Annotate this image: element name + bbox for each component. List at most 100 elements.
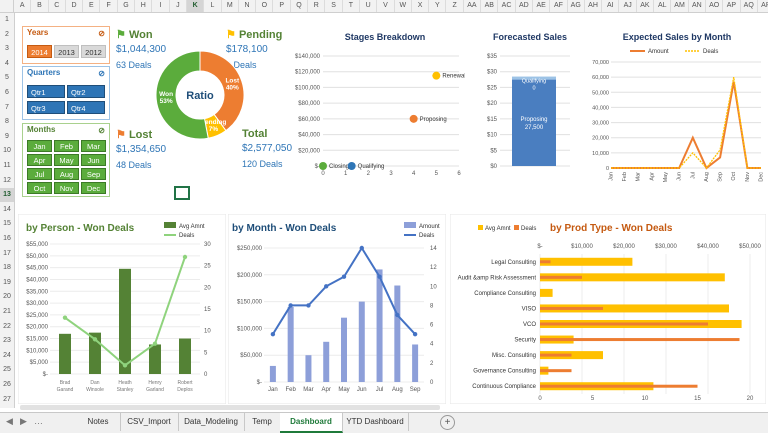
bar-avg-amnt[interactable]	[540, 273, 725, 282]
column-header-p[interactable]: P	[274, 0, 291, 12]
selected-cell[interactable]	[174, 186, 190, 200]
row-header-13[interactable]: 13	[0, 188, 14, 203]
deal-point[interactable]	[62, 315, 68, 320]
year-button-2012[interactable]: 2012	[81, 45, 106, 58]
column-header-ae[interactable]: AE	[533, 0, 551, 12]
stages-breakdown-chart[interactable]: Stages Breakdown $140,000 $120,000 $100,000…	[285, 26, 465, 186]
deal-point[interactable]	[270, 331, 276, 337]
forecasted-sales-chart[interactable]: Forecasted Sales $35 $30 $25 $20 $15 $10 $5 $0 Pr…	[470, 26, 580, 186]
row-header-18[interactable]: 18	[3, 264, 11, 272]
column-header-an[interactable]: AN	[689, 0, 706, 12]
bar-deals[interactable]	[540, 260, 551, 264]
row-header-17[interactable]: 17	[3, 249, 11, 257]
bar-amount[interactable]	[323, 341, 330, 382]
row-header-25[interactable]: 25	[3, 366, 11, 374]
bar-amount[interactable]	[269, 365, 276, 382]
column-header-ad[interactable]: AD	[516, 0, 533, 12]
tab-nav-next-icon[interactable]: ▶	[20, 416, 27, 426]
row-header-12[interactable]: 12	[3, 176, 11, 184]
row-header-4[interactable]: 4	[5, 59, 9, 67]
column-header-n[interactable]: N	[239, 0, 257, 12]
deal-point[interactable]	[182, 254, 188, 260]
row-header-19[interactable]: 19	[3, 278, 11, 286]
column-header-af[interactable]: AF	[550, 0, 568, 12]
horizontal-scrollbar[interactable]	[20, 405, 440, 410]
deal-point[interactable]	[359, 245, 364, 251]
row-header-10[interactable]: 10	[3, 147, 11, 155]
row-header-27[interactable]: 27	[3, 395, 11, 403]
month-button-jul[interactable]: Jul	[27, 168, 52, 180]
by-person-won-deals-chart[interactable]: by Person - Won Deals Avg Amnt Deals $55,00…	[18, 214, 226, 404]
filter-clear-icon[interactable]: ⊘	[98, 29, 105, 38]
sheet-tab-notes[interactable]: Notes	[76, 413, 121, 431]
row-header-6[interactable]: 6	[5, 89, 9, 96]
row-header-22[interactable]: 22	[3, 322, 11, 330]
column-header-aa[interactable]: AA	[464, 0, 482, 12]
row-header-21[interactable]: 21	[3, 308, 11, 315]
column-header-ab[interactable]: AB	[481, 0, 499, 12]
ratio-slice-lost[interactable]	[199, 50, 245, 132]
deal-point[interactable]	[412, 331, 418, 337]
column-header-r[interactable]: R	[308, 0, 326, 12]
row-header-1[interactable]: 1	[5, 16, 9, 23]
bar-amount[interactable]	[358, 301, 365, 382]
row-header-7[interactable]: 7	[5, 103, 9, 111]
quarter-button-qtr3[interactable]: Qtr3	[27, 101, 65, 114]
bar-amount[interactable]	[412, 344, 419, 382]
forecast-bar-qualifying[interactable]	[512, 76, 556, 80]
column-header-w[interactable]: W	[395, 0, 412, 12]
column-header-e[interactable]: E	[83, 0, 101, 12]
scatter-point-renewal[interactable]	[432, 71, 441, 80]
bar-amount[interactable]	[394, 285, 401, 382]
column-header-ag[interactable]: AG	[568, 0, 585, 12]
column-header-d[interactable]: D	[66, 0, 84, 12]
tab-nav-more-icon[interactable]: …	[34, 416, 43, 426]
bar-amount[interactable]	[376, 269, 383, 382]
bar-avg-amnt[interactable]	[59, 333, 71, 374]
bar-deals[interactable]	[540, 322, 708, 326]
series-line-amount[interactable]	[611, 81, 761, 170]
deal-point[interactable]	[122, 363, 128, 368]
month-button-sep[interactable]: Sep	[81, 168, 106, 180]
column-header-ak[interactable]: AK	[637, 0, 655, 12]
month-button-mar[interactable]: Mar	[81, 140, 106, 152]
year-button-2014[interactable]: 2014	[27, 45, 52, 58]
column-header-aq[interactable]: AQ	[741, 0, 758, 12]
row-header-3[interactable]: 3	[5, 45, 9, 53]
column-header-y[interactable]: Y	[429, 0, 447, 12]
bar-avg-amnt[interactable]	[149, 344, 161, 374]
column-header-z[interactable]: Z	[447, 0, 464, 12]
bar-deals[interactable]	[540, 306, 603, 310]
ratio-donut-chart[interactable]: Lost 40% Pending 7% Won 53% Ratio	[150, 40, 250, 150]
ratio-slice-won[interactable]	[155, 50, 209, 140]
month-button-nov[interactable]: Nov	[54, 182, 79, 194]
sheet-tab-dashboard[interactable]: Dashboard	[280, 413, 343, 433]
deal-point[interactable]	[152, 341, 158, 346]
row-header-14[interactable]: 14	[3, 205, 11, 213]
column-header-a[interactable]: A	[14, 0, 32, 12]
deal-point[interactable]	[377, 274, 382, 279]
bar-deals[interactable]	[540, 384, 698, 388]
month-button-jun[interactable]: Jun	[81, 154, 106, 166]
column-header-k[interactable]: K	[187, 0, 205, 12]
deal-point[interactable]	[92, 337, 98, 342]
row-header-9[interactable]: 9	[5, 132, 9, 140]
bar-avg-amnt[interactable]	[119, 268, 131, 374]
column-header-j[interactable]: J	[170, 0, 187, 12]
row-header-24[interactable]: 24	[3, 351, 11, 359]
quarter-button-qtr2[interactable]: Qtr2	[67, 85, 105, 98]
month-button-dec[interactable]: Dec	[81, 182, 106, 194]
bar-avg-amnt[interactable]	[540, 304, 729, 313]
row-header-16[interactable]: 16	[3, 235, 11, 242]
bar-avg-amnt[interactable]	[540, 257, 633, 266]
by-prod-type-won-deals-chart[interactable]: Avg Amnt Deals by Prod Type - Won Deals $- $…	[450, 214, 766, 404]
column-header-h[interactable]: H	[135, 0, 153, 12]
year-button-2013[interactable]: 2013	[54, 45, 79, 58]
deal-point[interactable]	[341, 274, 347, 279]
row-header-15[interactable]: 15	[3, 220, 11, 228]
column-header-o[interactable]: O	[256, 0, 274, 12]
bar-amount[interactable]	[341, 317, 347, 382]
row-header-23[interactable]: 23	[3, 337, 11, 345]
bar-avg-amnt[interactable]	[540, 288, 553, 297]
deal-point[interactable]	[324, 284, 329, 289]
